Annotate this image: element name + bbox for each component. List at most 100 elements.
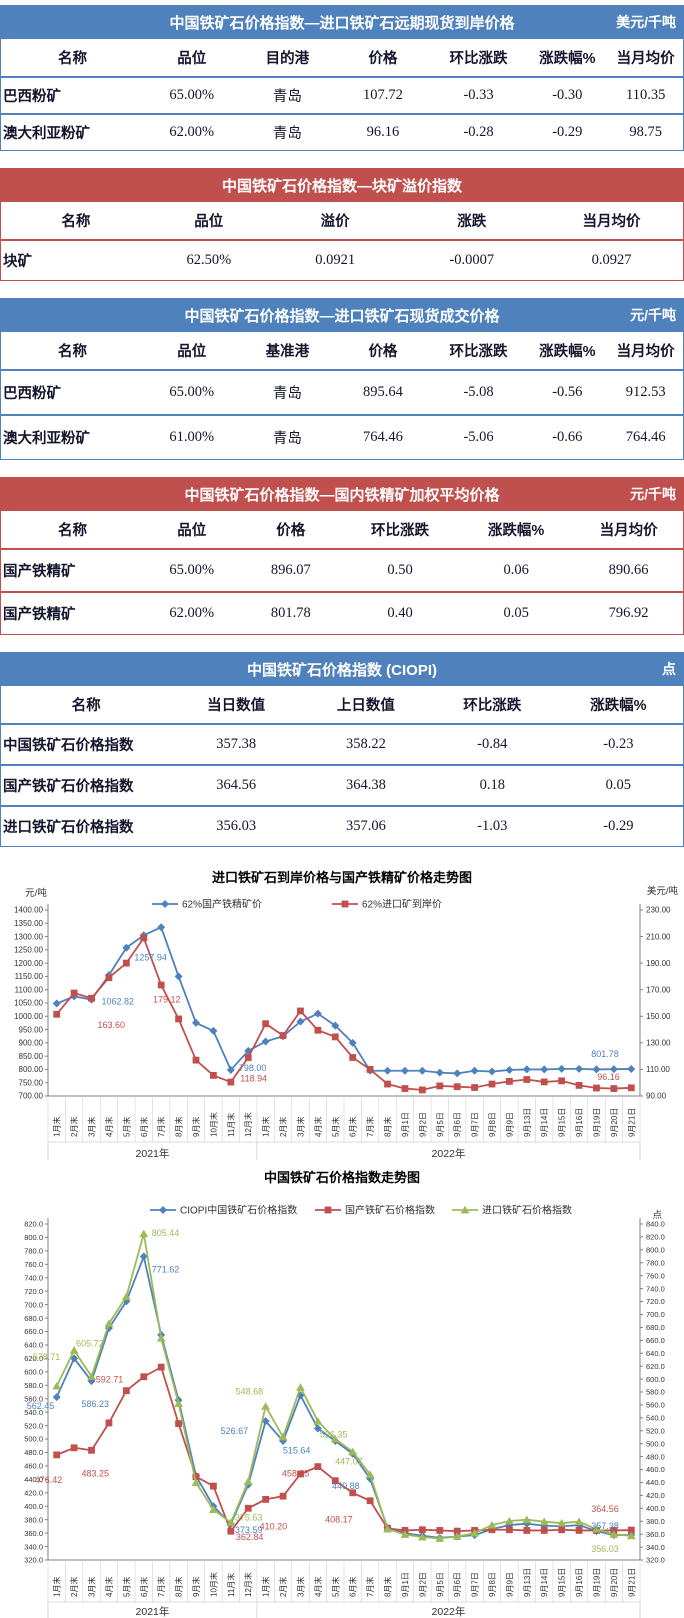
square-marker (540, 1527, 548, 1534)
column-header: 环比涨跌 (371, 523, 430, 539)
data-table: 名称 品位 基准港 价格 环比涨跌 涨跌幅% 当月均价 巴西粉矿 65.00% 青岛 895.64 -… (0, 332, 684, 460)
column-header: 基准港 (265, 344, 310, 360)
left-tick-label: 1200.00 (14, 959, 43, 968)
table-cell: 62.00% (169, 124, 215, 140)
table-cell: 912.53 (625, 384, 666, 400)
triangle-marker (139, 1229, 149, 1238)
triangle-marker (174, 1399, 183, 1407)
x-tick-label: 9月末 (191, 1117, 201, 1137)
diamond-marker (296, 1017, 305, 1026)
row-name-cell: 中国铁矿石价格指数 (3, 738, 134, 754)
data-point-label: 586.23 (82, 1399, 110, 1409)
square-marker (157, 1363, 165, 1371)
series-line-0 (55, 1253, 632, 1539)
diamond-marker (505, 1065, 514, 1074)
column-header: 涨跌幅% (539, 344, 596, 360)
diamond-marker (488, 1067, 496, 1076)
series-line-0 (56, 926, 632, 1075)
x-tick-label: 9月14日 (540, 1568, 549, 1597)
table-cell: -0.56 (552, 384, 583, 400)
left-tick-label: 360.0 (24, 1529, 43, 1538)
square-marker (314, 1463, 322, 1471)
x-tick-label: 12月末 (243, 1572, 253, 1597)
column-header: 涨跌 (457, 214, 487, 230)
table-cell: 896.07 (270, 562, 311, 578)
x-tick-label: 12月末 (243, 1112, 253, 1137)
square-marker (453, 1527, 461, 1535)
square-marker (471, 1084, 478, 1091)
x-tick-label: 6月末 (348, 1577, 358, 1597)
data-point-label: 1257.94 (134, 953, 167, 963)
right-tick-label: 380.0 (646, 1517, 665, 1526)
data-point-label: 118.94 (240, 1074, 267, 1084)
table-cell: 357.38 (216, 736, 257, 752)
diamond-marker (296, 1391, 305, 1400)
table-title: 中国铁矿石价格指数—进口铁矿石远期现货到岸价格 (169, 14, 515, 32)
column-header: 环比涨跌 (463, 698, 522, 714)
column-header: 名称 (57, 344, 87, 360)
table-cell: 62.50% (186, 252, 232, 268)
right-tick-label: 170.00 (646, 985, 671, 994)
triangle-marker (121, 1292, 131, 1300)
right-tick-label: 700.0 (646, 1310, 665, 1319)
legend-label: CIOPI中国铁矿石价格指数 (180, 1204, 297, 1217)
square-marker (175, 1015, 182, 1023)
x-tick-label: 4月末 (313, 1577, 323, 1597)
right-tick-label: 210.00 (646, 932, 671, 941)
x-tick-label: 10月末 (208, 1572, 218, 1597)
column-header: 涨跌幅% (590, 698, 647, 714)
table-row: 巴西粉矿 65.00% 青岛 895.64 -5.08 -0.56 912.53 (0, 370, 684, 415)
data-point-label: 410.20 (260, 1521, 288, 1531)
left-tick-label: 420.0 (24, 1489, 43, 1498)
column-header: 价格 (368, 344, 398, 360)
triangle-marker (365, 1470, 375, 1479)
table-cell: -0.84 (477, 736, 508, 752)
square-marker (279, 1492, 287, 1500)
diamond-marker (261, 1417, 270, 1426)
x-tick-label: 1月末 (52, 1577, 62, 1597)
right-tick-label: 90.00 (646, 1092, 667, 1101)
x-tick-label: 8月末 (383, 1117, 393, 1137)
column-header: 品位 (177, 51, 207, 67)
column-header: 名称 (57, 51, 87, 67)
column-header: 品位 (177, 344, 207, 360)
x-tick-label: 9月5日 (436, 1572, 445, 1597)
column-header: 名称 (71, 698, 101, 714)
data-point-label: 373.59 (235, 1525, 263, 1535)
x-tick-label: 6月末 (139, 1577, 149, 1597)
x-tick-label: 9月1日 (401, 1572, 410, 1597)
right-tick-label: 150.00 (646, 1012, 671, 1021)
diamond-marker (226, 1065, 235, 1074)
left-tick-label: 950.00 (19, 1025, 44, 1034)
table-row: 国产铁矿石价格指数 364.56 364.38 0.18 0.05 (0, 765, 684, 806)
table-title-bar: 中国铁矿石价格指数—国内铁精矿加权平均价格 元/千吨 (0, 477, 684, 511)
square-marker (506, 1526, 513, 1534)
square-marker (244, 1054, 252, 1061)
square-marker (105, 974, 113, 981)
legend-label: 62%进口矿到岸价 (362, 898, 442, 911)
square-marker (88, 994, 95, 1002)
x-tick-label: 9月15日 (558, 1568, 567, 1597)
right-tick-label: 190.00 (646, 959, 671, 968)
triangle-marker (609, 1530, 619, 1538)
left-tick-label: 580.0 (24, 1381, 43, 1390)
table-cell: -0.30 (552, 87, 583, 103)
square-marker (140, 934, 148, 942)
table-row: 块矿 62.50% 0.0921 -0.0007 0.0927 (0, 240, 684, 281)
right-tick-label: 640.0 (646, 1349, 665, 1358)
row-name-cell: 国产铁矿石价格指数 (3, 779, 134, 795)
square-marker (262, 1020, 270, 1028)
diamond-marker (192, 1018, 200, 1027)
diamond-marker (575, 1064, 584, 1073)
square-marker (558, 1077, 566, 1085)
x-tick-label: 10月末 (208, 1112, 218, 1137)
triangle-marker (557, 1518, 567, 1527)
x-tick-label: 9月19日 (592, 1568, 601, 1597)
table-cell: 65.00% (169, 562, 215, 578)
square-marker (488, 1080, 496, 1088)
square-marker (297, 1007, 304, 1015)
data-point-label: 515.64 (283, 1446, 311, 1456)
right-tick-label: 520.0 (646, 1426, 665, 1435)
x-tick-label: 8月末 (383, 1577, 393, 1597)
data-point-label: 96.16 (597, 1072, 620, 1082)
